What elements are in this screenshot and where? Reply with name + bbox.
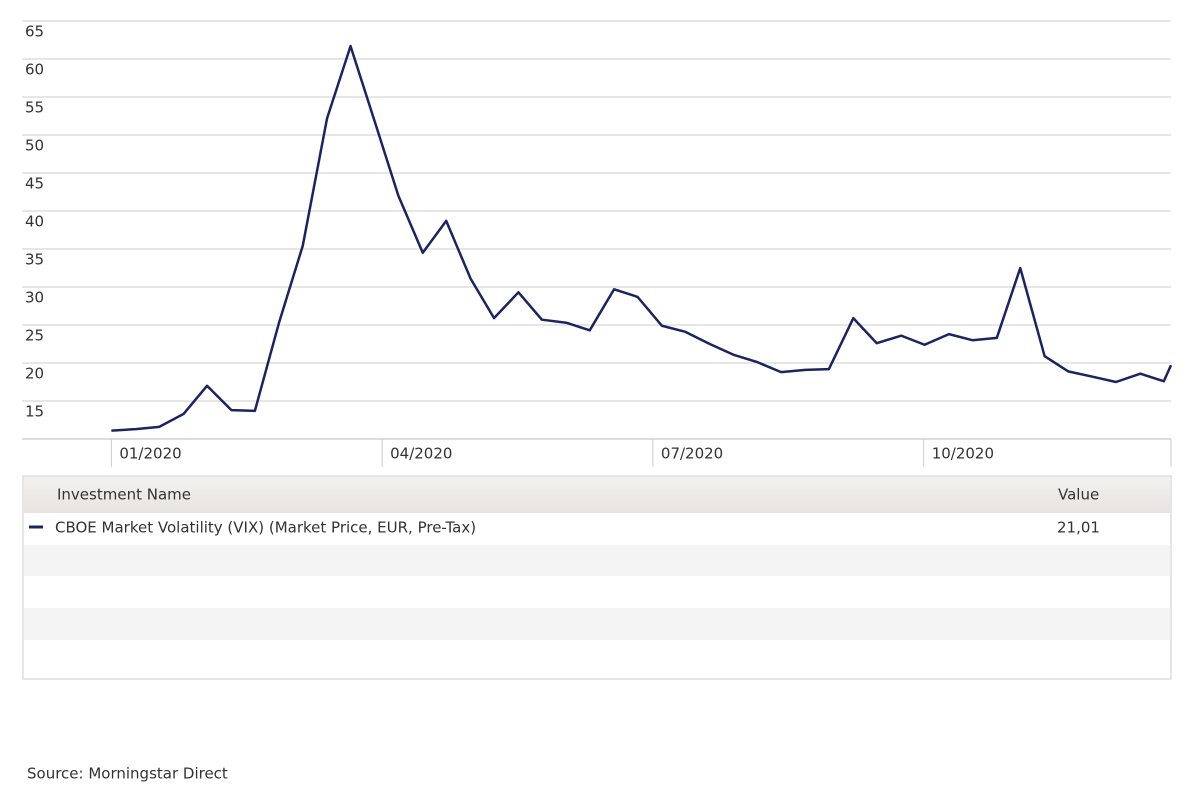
source: Source: Morningstar Direct	[27, 765, 228, 783]
y-tick-label: 65	[25, 23, 44, 41]
y-tick-label: 20	[25, 365, 44, 383]
column-header: Value	[1058, 486, 1099, 504]
value-cell: 21,01	[1057, 519, 1100, 537]
investment-name: CBOE Market Volatility (VIX) (Market Pri…	[55, 519, 476, 537]
x-tick-label: 10/2020	[932, 445, 994, 463]
column-header: Investment Name	[57, 486, 191, 504]
y-tick-label: 45	[25, 175, 44, 193]
y-tick-label: 55	[25, 99, 44, 117]
chart: 15 20 25 30 35 40 45 50 55 60 65 01/2020 04/2020 07/2…	[22, 20, 1173, 467]
x-tick-label: 01/2020	[119, 445, 181, 463]
table-row-stripe	[24, 608, 1170, 640]
y-tick-label: 40	[25, 213, 44, 231]
table: Investment Name Value CBOE Market Volati…	[22, 475, 1172, 680]
series-line	[111, 44, 1173, 432]
y-tick-label: 50	[25, 137, 44, 155]
table-header	[24, 477, 1170, 513]
x-tick-label: 04/2020	[390, 445, 452, 463]
y-tick-label: 35	[25, 251, 44, 269]
y-tick-label: 25	[25, 327, 44, 345]
x-tick-label: 07/2020	[661, 445, 723, 463]
y-tick-label: 15	[25, 403, 44, 421]
y-tick-label: 30	[25, 289, 44, 307]
y-tick-label: 60	[25, 61, 44, 79]
table-row-stripe	[24, 545, 1170, 576]
